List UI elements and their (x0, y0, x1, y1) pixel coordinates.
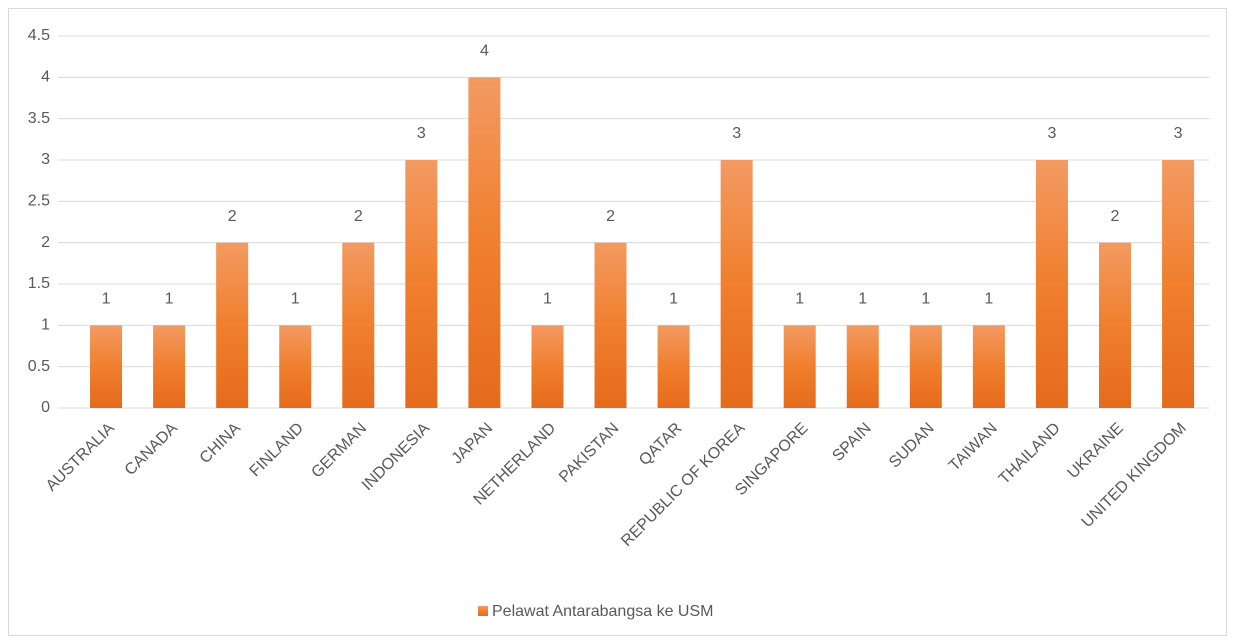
bar (1099, 242, 1132, 408)
data-label: 1 (921, 291, 930, 308)
y-tick-label: 3 (41, 151, 50, 168)
data-label: 1 (165, 291, 174, 308)
y-tick-label: 1.5 (28, 275, 50, 292)
data-label: 3 (417, 125, 426, 142)
legend-label: Pelawat Antarabangsa ke USM (492, 603, 713, 620)
bar (720, 160, 753, 408)
bar (1035, 160, 1068, 408)
data-label: 1 (795, 291, 804, 308)
legend-swatch (478, 606, 488, 616)
y-tick-label: 3.5 (28, 110, 50, 127)
data-label: 1 (858, 291, 867, 308)
data-label: 1 (291, 291, 300, 308)
bar (909, 325, 942, 408)
bar (216, 242, 249, 408)
y-tick-label: 2 (41, 234, 50, 251)
data-label: 3 (1047, 125, 1056, 142)
data-label: 3 (732, 125, 741, 142)
y-tick-label: 0.5 (28, 358, 50, 375)
bar (657, 325, 690, 408)
data-label: 1 (669, 291, 678, 308)
y-tick-label: 1 (41, 317, 50, 334)
bar (342, 242, 375, 408)
bar (279, 325, 312, 408)
data-label: 3 (1174, 125, 1183, 142)
y-tick-label: 4.5 (28, 27, 50, 44)
bar (846, 325, 879, 408)
data-label: 1 (102, 291, 111, 308)
y-tick-label: 4 (41, 69, 50, 86)
bar (594, 242, 627, 408)
bar (531, 325, 564, 408)
bar (90, 325, 123, 408)
bar (153, 325, 186, 408)
bar (972, 325, 1005, 408)
y-tick-label: 2.5 (28, 193, 50, 210)
bar (405, 160, 438, 408)
data-label: 1 (984, 291, 993, 308)
y-tick-label: 0 (41, 399, 50, 416)
data-label: 4 (480, 43, 489, 60)
data-label: 2 (606, 208, 615, 225)
data-label: 2 (1111, 208, 1120, 225)
bar (1162, 160, 1195, 408)
data-label: 2 (228, 208, 237, 225)
data-label: 1 (543, 291, 552, 308)
bar (783, 325, 816, 408)
bar (468, 77, 501, 408)
data-label: 2 (354, 208, 363, 225)
